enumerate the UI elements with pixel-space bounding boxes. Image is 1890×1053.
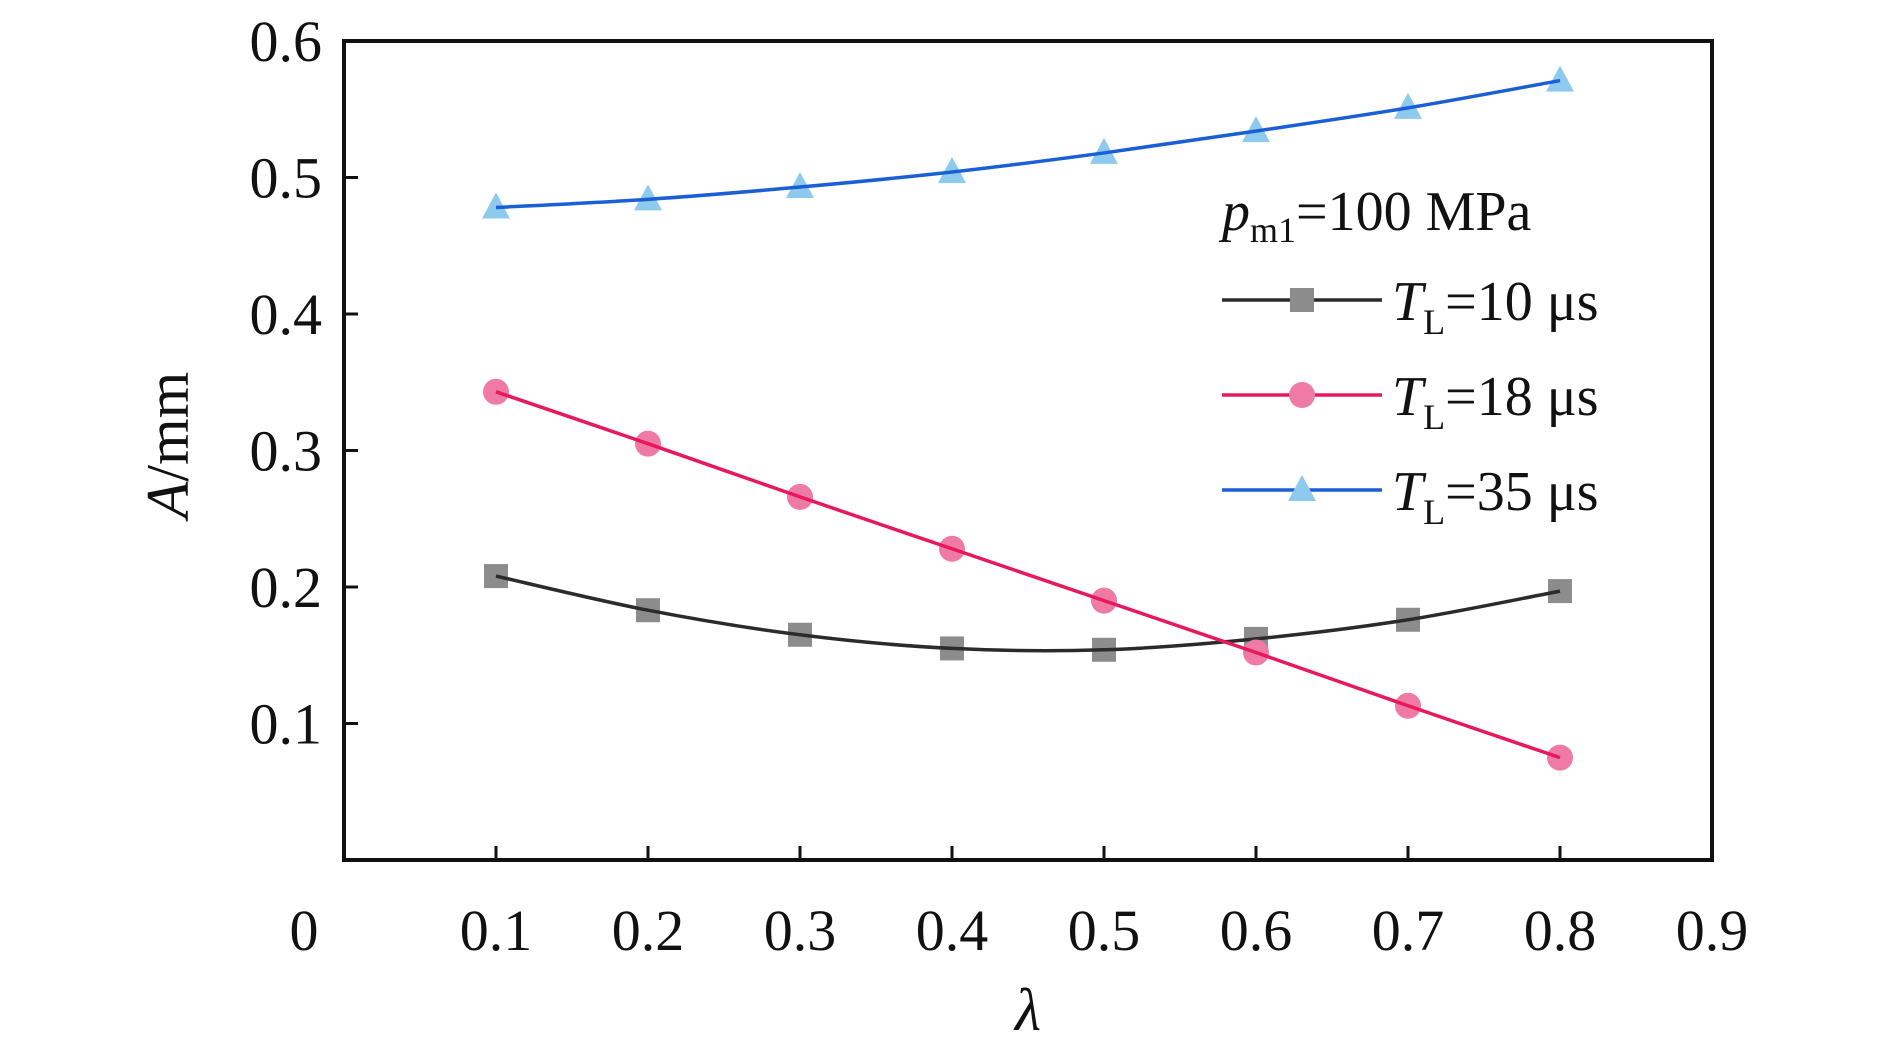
series-line xyxy=(495,390,1561,760)
series-3 xyxy=(482,65,1574,219)
x-tick-label: 0.8 xyxy=(1524,898,1597,963)
x-tick-label: 0.5 xyxy=(1068,898,1141,963)
legend-header-var: p xyxy=(1218,181,1250,243)
x-tick-label: 0.9 xyxy=(1676,898,1749,963)
x-tick-label: 0.1 xyxy=(460,898,533,963)
x-tick-label: 0.2 xyxy=(612,898,685,963)
x-tick-label: 0.7 xyxy=(1372,898,1445,963)
data-point xyxy=(1546,65,1574,92)
y-tick-label: 0.1 xyxy=(250,692,323,757)
legend-label-text: =18 μs xyxy=(1445,366,1598,428)
legend-header-text: =100 MPa xyxy=(1296,181,1532,243)
y-axis-title-unit: /mm xyxy=(135,372,201,482)
legend-label-sub: L xyxy=(1423,492,1445,532)
legend-label-sub: L xyxy=(1423,397,1445,437)
data-point xyxy=(634,184,662,211)
legend-label: TL=35 μs xyxy=(1392,461,1599,532)
x-axis-title: λ xyxy=(1013,977,1041,1043)
series-line xyxy=(495,78,1561,210)
legend-label-var: T xyxy=(1392,271,1427,333)
legend-header-sub: m1 xyxy=(1250,210,1296,250)
legend-label: TL=10 μs xyxy=(1392,271,1599,342)
y-tick-label: 0.3 xyxy=(250,419,323,484)
legend-item-1: TL=10 μs xyxy=(1222,271,1599,342)
legend-item-3: TL=35 μs xyxy=(1222,461,1599,532)
data-point xyxy=(1394,92,1422,119)
x-tick-label: 0.6 xyxy=(1220,898,1293,963)
legend-label-var: T xyxy=(1392,366,1427,428)
data-point xyxy=(1090,137,1118,164)
y-axis-title: A/mm xyxy=(135,372,201,523)
y-tick-label: 0.2 xyxy=(250,555,323,620)
legend-header: pm1=100 MPa xyxy=(1218,181,1532,250)
series-line xyxy=(495,574,1561,653)
legend-label: TL=18 μs xyxy=(1392,366,1599,437)
series-1 xyxy=(484,564,1572,662)
legend-label-var: T xyxy=(1392,461,1427,523)
legend-marker xyxy=(1289,382,1315,408)
series-2 xyxy=(483,378,1573,771)
data-point xyxy=(938,157,966,184)
x-tick-label: 0.4 xyxy=(916,898,989,963)
legend-label-text: =10 μs xyxy=(1445,271,1598,333)
legend-label-sub: L xyxy=(1423,302,1445,342)
y-tick-label: 0.5 xyxy=(250,146,323,211)
x-tick-label: 0.3 xyxy=(764,898,837,963)
legend-label-text: =35 μs xyxy=(1445,461,1598,523)
y-tick-label: 0.4 xyxy=(250,282,323,347)
legend-item-2: TL=18 μs xyxy=(1222,366,1599,437)
data-point xyxy=(1242,116,1270,143)
y-tick-label: 0.6 xyxy=(250,9,323,74)
legend-marker xyxy=(1290,288,1314,312)
y-axis-title-var: A xyxy=(135,481,201,522)
x-tick-label: 0 xyxy=(290,898,319,963)
data-point xyxy=(786,172,814,199)
data-point xyxy=(482,192,510,219)
legend-marker xyxy=(1288,475,1316,501)
